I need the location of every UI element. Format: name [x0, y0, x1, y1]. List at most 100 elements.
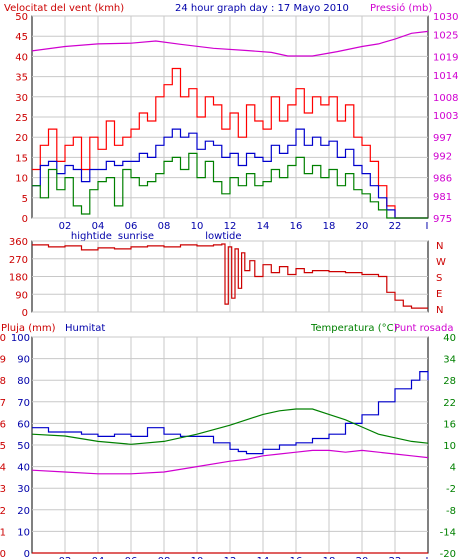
direction-label: N	[436, 241, 443, 252]
y-tick-label: 30	[15, 93, 28, 104]
y2-tick-label: 992	[433, 152, 452, 163]
panel-wind-pressure: Velocitat del vent (kmh) 24 hour graph d…	[4, 2, 458, 242]
y-tick-label: 35	[15, 73, 28, 84]
x-tick-label: 10	[191, 221, 204, 232]
y-tick-label: 20	[15, 133, 28, 144]
y2-tick-label: 16	[443, 419, 456, 430]
x-tick-label: 04	[92, 556, 105, 559]
y2-tick-label: 1019	[433, 52, 458, 63]
panel1-title: 24 hour graph day : 17 Mayo 2010	[175, 3, 349, 14]
panel2-series	[32, 243, 428, 309]
panel3-series	[31, 371, 429, 554]
humidity-tick-label: 100	[11, 333, 30, 344]
y2-tick-label: 40	[443, 333, 456, 344]
rain-tick-label: 10	[0, 333, 6, 344]
y-tick-label: 360	[9, 237, 28, 248]
y2-tick-label: 986	[433, 174, 452, 185]
series-dewpoint-line	[31, 449, 429, 475]
y2-tick-label: 28	[443, 376, 456, 387]
x-tick-label: 16	[290, 221, 303, 232]
series-direction-line	[32, 243, 428, 309]
direction-label: N	[436, 305, 443, 316]
series-avg-line	[32, 128, 428, 219]
humidity-tick-label: 80	[17, 376, 30, 387]
rain-tick-label: 2	[0, 506, 6, 517]
humidity-tick-label: 30	[17, 484, 30, 495]
x-tick-label: 16	[290, 556, 303, 559]
y-tick-label: 45	[15, 32, 28, 43]
y-tick-label: 0	[22, 308, 28, 319]
panel1-series	[31, 30, 429, 219]
panel-rain-humidity-temp: Pluja (mm) Humitat Temperatura (°C) Punt…	[0, 323, 456, 559]
y-tick-label: 5	[22, 194, 28, 205]
humidity-tick-label: 10	[17, 527, 30, 538]
panel1-right-label: Pressió (mb)	[370, 2, 432, 14]
panel1-x-annotations: hightide sunrise lowtide	[71, 231, 242, 242]
humidity-tick-label: 60	[17, 419, 30, 430]
rain-tick-label: 9	[0, 355, 6, 366]
y-tick-label: 90	[15, 290, 28, 301]
y2-tick-label: 1014	[433, 71, 458, 82]
x-tick-label: 14	[257, 221, 270, 232]
x-tick-label: 08	[158, 556, 171, 559]
y2-tick-label: 997	[433, 133, 452, 144]
x-tick-label: 20	[356, 221, 369, 232]
rain-tick-label: 6	[0, 419, 6, 430]
rain-tick-label: 7	[0, 398, 6, 409]
humidity-tick-label: 40	[17, 463, 30, 474]
panel3-temp-label: Temperatura (°C)	[310, 323, 398, 334]
panel3-humidity-label: Humitat	[65, 323, 105, 334]
series-humidity-line	[32, 371, 429, 455]
y-tick-label: 180	[9, 273, 28, 284]
y2-tick-label: 4	[450, 463, 456, 474]
panel2-grid	[32, 240, 428, 313]
x-tick-label: 22	[389, 556, 402, 559]
humidity-tick-label: 90	[17, 355, 30, 366]
y2-tick-label: -8	[446, 506, 456, 517]
y-tick-label: 40	[15, 52, 28, 63]
y-tick-label: 10	[15, 174, 28, 185]
x-annotation-label: lowtide	[205, 231, 241, 242]
x-tick-label: 12	[224, 221, 237, 232]
series-temperature-line	[31, 408, 429, 445]
y2-tick-label: 975	[433, 214, 452, 225]
panel3-y-ticks: 0 0 1 10 2 20 3 30 4 40 5 50 6 60 7 70 8 80 9 90 10 100	[0, 333, 30, 559]
x-axis-end-label: I	[426, 556, 429, 559]
y2-tick-label: 981	[433, 192, 452, 203]
x-tick-label: 20	[356, 556, 369, 559]
y-tick-label: 270	[9, 255, 28, 266]
x-tick-label: 18	[323, 556, 336, 559]
panel1-y-ticks: 0 5 10 15 20 25 30 35 40 45 50	[15, 12, 28, 225]
y2-tick-label: 1008	[433, 93, 458, 104]
humidity-tick-label: 50	[17, 441, 30, 452]
y2-tick-label: 10	[443, 441, 456, 452]
y2-tick-label: 1025	[433, 30, 458, 41]
x-tick-label: 12	[224, 556, 237, 559]
x-tick-label: 22	[389, 221, 402, 232]
panel3-rain-label: Pluja (mm)	[1, 323, 56, 334]
y-tick-label: 0	[22, 214, 28, 225]
y-tick-label: 50	[15, 12, 28, 23]
panel1-y2-ticks: 975 981 986 992 997 1003 1008 1014 1019 1025 1030	[433, 12, 458, 225]
x-tick-label: 14	[257, 556, 270, 559]
panel3-y2-ticks: -20 -14 -8 -2 4 10 16 22 28 34 40	[440, 333, 456, 559]
direction-label: S	[436, 273, 442, 284]
y2-tick-label: 34	[443, 355, 456, 366]
y2-tick-label: -14	[440, 527, 456, 538]
series-gust-line	[32, 67, 428, 219]
y-tick-label: 25	[15, 113, 28, 124]
x-tick-label: 08	[158, 221, 171, 232]
series-pressure-line	[31, 30, 429, 57]
rain-tick-label: 4	[0, 463, 6, 474]
y2-tick-label: -2	[446, 484, 456, 495]
rain-tick-label: 0	[0, 549, 6, 559]
x-tick-label: 06	[125, 556, 138, 559]
x-tick-label: 04	[92, 221, 105, 232]
rain-tick-label: 3	[0, 484, 6, 495]
x-tick-label: 06	[125, 221, 138, 232]
rain-tick-label: 5	[0, 441, 6, 452]
